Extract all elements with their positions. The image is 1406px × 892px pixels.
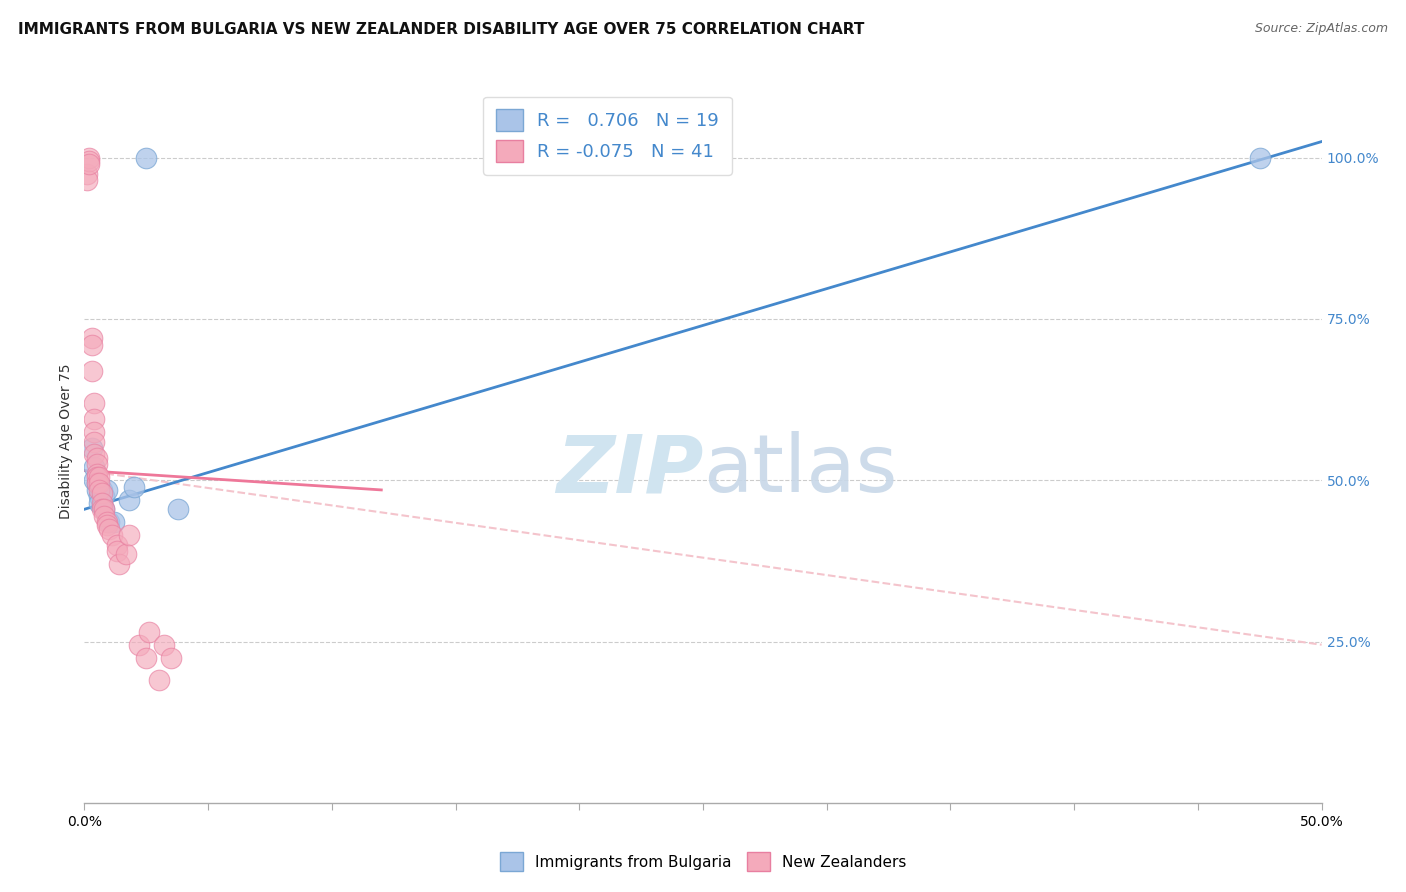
Point: [96, 515, 118, 529]
Point: [83, 396, 105, 410]
Point: [89, 476, 111, 491]
Point: [160, 650, 183, 665]
Point: [138, 624, 160, 639]
Point: [90, 483, 112, 497]
Point: [79, 157, 101, 171]
Point: [100, 528, 122, 542]
Point: [80, 338, 103, 352]
Point: [96, 483, 118, 497]
Point: [98, 522, 121, 536]
Point: [1249, 151, 1271, 165]
Point: [80, 363, 103, 377]
Point: [93, 489, 115, 503]
Point: [98, 515, 121, 529]
Point: [122, 480, 145, 494]
Point: [167, 502, 190, 516]
Point: [93, 502, 115, 516]
Point: [89, 470, 111, 484]
Point: [118, 492, 141, 507]
Point: [90, 496, 112, 510]
Point: [79, 153, 101, 168]
Point: [83, 460, 105, 475]
Text: Source: ZipAtlas.com: Source: ZipAtlas.com: [1254, 22, 1388, 36]
Point: [90, 502, 112, 516]
Point: [118, 528, 141, 542]
Point: [83, 434, 105, 449]
Point: [93, 508, 115, 523]
Text: ZIP: ZIP: [555, 432, 703, 509]
Point: [86, 476, 108, 491]
Point: [135, 151, 157, 165]
Point: [90, 486, 112, 500]
Point: [83, 412, 105, 426]
Point: [86, 470, 108, 484]
Point: [86, 483, 108, 497]
Point: [80, 331, 103, 345]
Point: [96, 518, 118, 533]
Point: [86, 476, 108, 491]
Point: [148, 673, 170, 688]
Point: [89, 489, 111, 503]
Point: [135, 650, 157, 665]
Point: [103, 515, 125, 529]
Legend: R =   0.706   N = 19, R = -0.075   N = 41: R = 0.706 N = 19, R = -0.075 N = 41: [484, 96, 731, 175]
Point: [76, 173, 98, 187]
Legend: Immigrants from Bulgaria, New Zealanders: Immigrants from Bulgaria, New Zealanders: [494, 847, 912, 877]
Point: [83, 447, 105, 461]
Point: [115, 548, 138, 562]
Point: [86, 467, 108, 481]
Point: [89, 496, 111, 510]
Point: [90, 499, 112, 513]
Point: [108, 557, 131, 571]
Point: [152, 638, 174, 652]
Point: [86, 457, 108, 471]
Point: [79, 151, 101, 165]
Point: [105, 544, 128, 558]
Point: [83, 473, 105, 487]
Y-axis label: Disability Age Over 75: Disability Age Over 75: [59, 364, 73, 519]
Point: [128, 638, 150, 652]
Text: atlas: atlas: [703, 432, 897, 509]
Point: [76, 167, 98, 181]
Point: [80, 441, 103, 455]
Point: [89, 483, 111, 497]
Point: [105, 538, 128, 552]
Text: IMMIGRANTS FROM BULGARIA VS NEW ZEALANDER DISABILITY AGE OVER 75 CORRELATION CHA: IMMIGRANTS FROM BULGARIA VS NEW ZEALANDE…: [18, 22, 865, 37]
Point: [93, 502, 115, 516]
Point: [86, 450, 108, 465]
Point: [83, 425, 105, 439]
